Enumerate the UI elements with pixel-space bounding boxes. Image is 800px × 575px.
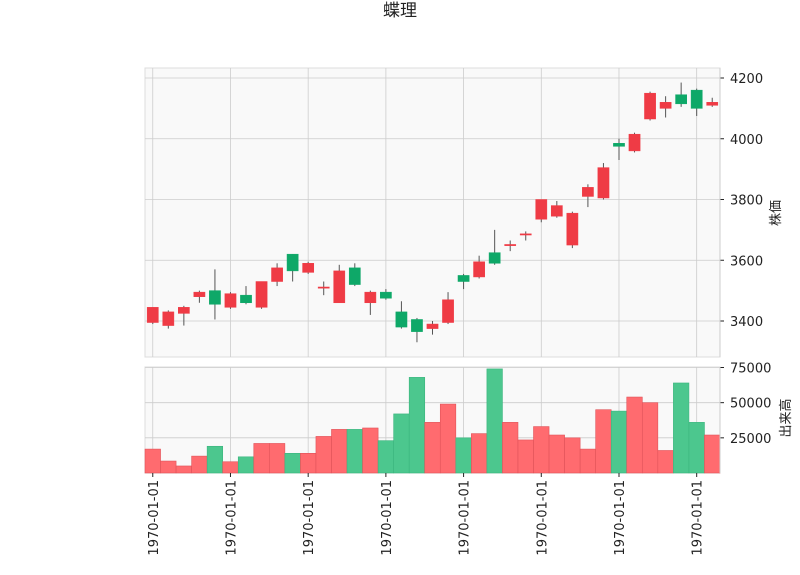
volume-bar (548, 434, 565, 474)
candle-body (380, 291, 392, 299)
volume-bar (564, 437, 581, 474)
candle-body (519, 233, 532, 236)
x-tick-label: 1970-01-01 (535, 480, 550, 556)
x-tick-label: 1970-01-01 (458, 480, 473, 556)
volume-bar (641, 402, 659, 474)
candle-body (488, 252, 501, 264)
candle-body (255, 281, 268, 308)
candle-body (426, 323, 439, 329)
candle-body (317, 286, 330, 289)
volume-bars (144, 368, 721, 474)
candle-body (550, 205, 563, 217)
candle-body (162, 311, 175, 326)
volume-bar (237, 456, 255, 474)
volume-bar (673, 382, 690, 474)
volume-bar (424, 422, 441, 474)
candle-body (675, 94, 687, 105)
price-tick-label: 3800 (730, 194, 763, 209)
volume-bar (144, 448, 161, 474)
volume-bar (626, 396, 643, 474)
chart-title: 蝶理 (383, 1, 417, 21)
candle-body (504, 244, 517, 246)
candle-body (333, 270, 346, 304)
volume-bar (533, 426, 550, 474)
volume-bar (517, 439, 534, 474)
volume-bar (688, 422, 705, 474)
candle-body (613, 143, 625, 147)
candle-body (535, 199, 548, 220)
volume-bar (362, 427, 379, 474)
x-tick-label: 1970-01-01 (613, 480, 628, 556)
volume-bar (175, 465, 192, 474)
axes: 3400 3600 3800 4000 4200 25000 50000 75000 1970-… (147, 68, 794, 556)
price-tick-label: 4000 (730, 133, 763, 148)
candle-body (659, 102, 672, 109)
volume-bar (595, 409, 612, 474)
volume-bar (300, 453, 317, 474)
volume-bar (657, 450, 674, 474)
candle-body (566, 212, 579, 246)
candle-body (209, 290, 221, 305)
volume-bar (346, 429, 363, 474)
candle-body (395, 311, 408, 328)
volume-bar (315, 436, 332, 474)
candle-body (240, 294, 252, 304)
volume-bar (704, 434, 721, 474)
x-tick-label: 1970-01-01 (224, 480, 239, 556)
volume-bar (222, 461, 239, 474)
candle-body (286, 253, 299, 272)
volume-tick-label: 25000 (730, 432, 771, 447)
volume-bar (455, 437, 472, 474)
price-tick-label: 3400 (730, 315, 763, 330)
candle-body (364, 291, 377, 304)
candle-body (457, 275, 470, 282)
volume-bar (502, 422, 519, 474)
volume-bar (579, 448, 596, 474)
volume-bar (284, 453, 301, 474)
volume-tick-label: 75000 (730, 362, 771, 377)
volume-bar (206, 445, 224, 474)
x-tick-label: 1970-01-01 (380, 480, 395, 556)
volume-bar (439, 403, 457, 474)
volume-tick-label: 50000 (730, 397, 771, 412)
candle-body (224, 293, 237, 308)
candles (146, 82, 719, 343)
volume-bar (408, 377, 426, 474)
volume-bar (471, 433, 488, 474)
candle-body (582, 187, 594, 197)
candle-body (690, 89, 703, 109)
x-tick-label: 1970-01-01 (302, 480, 317, 556)
volume-bar (269, 443, 286, 474)
candle-body (348, 267, 361, 285)
candle-body (411, 319, 423, 332)
candle-body (178, 307, 190, 314)
volume-bar (160, 460, 177, 474)
candle-body (597, 167, 610, 199)
candle-body (442, 299, 454, 323)
volume-bar (331, 429, 348, 474)
candle-body (271, 267, 283, 282)
candle-body (302, 263, 315, 273)
candle-body (706, 102, 719, 106)
price-panel (144, 67, 721, 358)
price-tick-label: 3600 (730, 254, 763, 269)
candle-body (473, 261, 485, 278)
candle-body (146, 307, 159, 323)
volume-bar (377, 440, 394, 474)
candle-body (644, 92, 656, 120)
volume-bar (253, 443, 270, 474)
candle-body (193, 291, 206, 297)
candle-body (628, 133, 641, 152)
volume-bar (191, 455, 208, 474)
price-tick-label: 4200 (730, 72, 763, 87)
volume-bar (486, 368, 503, 474)
volume-bar (393, 413, 410, 474)
x-tick-label: 1970-01-01 (147, 480, 162, 556)
x-tick-label: 1970-01-01 (691, 480, 706, 556)
volume-bar (610, 410, 628, 474)
volume-axis-label: 出来高 (778, 398, 794, 437)
price-axis-label: 株価 (769, 200, 784, 226)
